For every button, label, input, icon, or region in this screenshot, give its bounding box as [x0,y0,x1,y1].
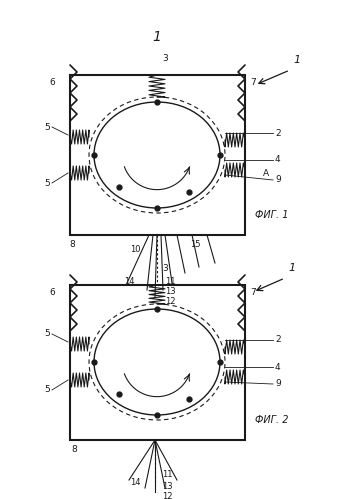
Bar [70,285,245,440]
Text: 2: 2 [275,129,281,138]
Text: 6: 6 [49,288,55,297]
Text: 9: 9 [275,380,281,389]
Text: 9: 9 [275,176,281,185]
Text: 4: 4 [275,362,281,371]
Text: 14: 14 [130,478,140,487]
Text: 5: 5 [44,329,50,338]
Text: 12: 12 [162,492,173,499]
Text: ФИГ. 2: ФИГ. 2 [255,415,288,425]
Text: 5: 5 [44,179,50,188]
Text: 7: 7 [250,288,256,297]
Bar [70,75,245,235]
Text: 3: 3 [162,264,168,273]
Text: 6: 6 [49,78,55,87]
Text: 8: 8 [69,240,75,249]
Text: A: A [263,169,269,178]
Text: 4: 4 [275,156,281,165]
Text: 7: 7 [250,78,256,87]
Text: 3: 3 [162,54,168,63]
Text: 5: 5 [44,122,50,132]
Text: 13: 13 [165,287,176,296]
Text: 11: 11 [162,470,173,479]
Text: 14: 14 [124,277,134,286]
Text: 12: 12 [165,297,175,306]
Text: 1: 1 [293,55,300,65]
Text: 2: 2 [275,335,281,344]
Text: 13: 13 [162,482,173,491]
Text: 5: 5 [44,386,50,395]
Text: 15: 15 [190,240,200,249]
Text: 1: 1 [288,263,295,273]
Text: 10: 10 [130,245,140,254]
Text: 1: 1 [152,30,161,44]
Text: 8: 8 [71,445,77,454]
Text: 11: 11 [165,277,175,286]
Text: ФИГ. 1: ФИГ. 1 [255,210,288,220]
